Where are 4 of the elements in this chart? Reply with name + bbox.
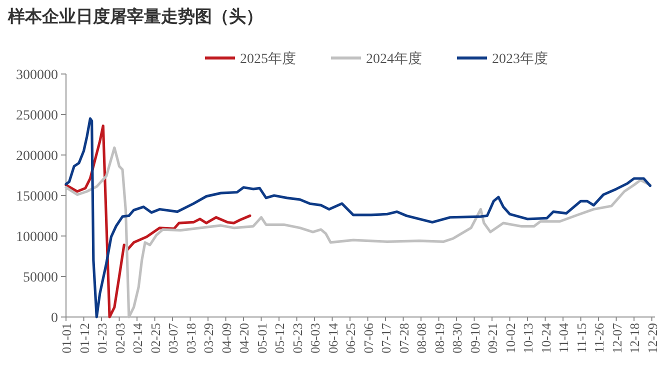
legend-label: 2024年度	[366, 51, 422, 67]
title: 样本企业日度屠宰量走势图（头）	[8, 7, 263, 26]
legend-label: 2023年度	[492, 51, 548, 67]
legend-label: 2025年度	[240, 51, 296, 67]
